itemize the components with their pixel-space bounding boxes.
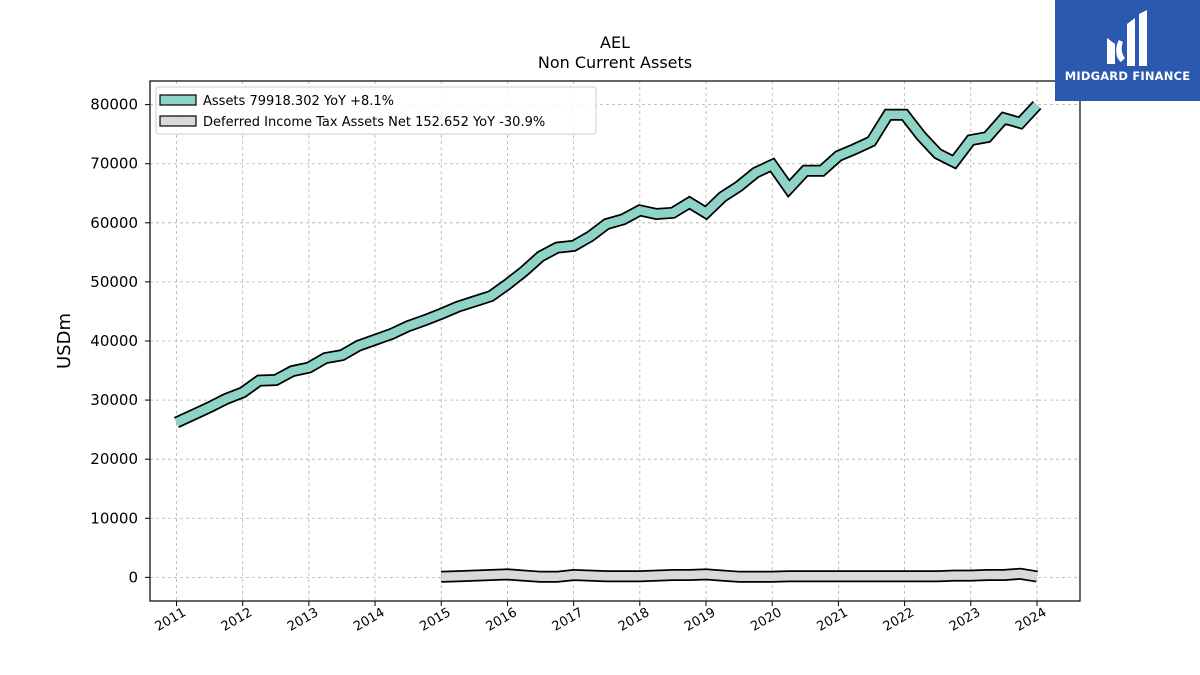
x-tick-label: 2021 bbox=[815, 605, 851, 635]
x-tick-label: 2018 bbox=[616, 605, 652, 635]
x-tick-label: 2020 bbox=[748, 605, 784, 635]
y-tick-label: 30000 bbox=[90, 391, 138, 409]
y-tick-label: 20000 bbox=[90, 450, 138, 468]
legend-label-assets: Assets 79918.302 YoY +8.1% bbox=[203, 94, 394, 109]
legend-swatch-deferred-tax bbox=[159, 115, 197, 127]
x-tick-label: 2013 bbox=[285, 605, 321, 635]
x-tick-label: 2011 bbox=[153, 605, 189, 635]
x-tick-label: 2012 bbox=[219, 605, 255, 635]
axes: 0 10000 20000 30000 40000 50000 60000 70000 8000… bbox=[90, 96, 1049, 635]
chart-title: AEL bbox=[600, 33, 630, 52]
x-tick-label: 2019 bbox=[682, 605, 718, 635]
x-tick-label: 2023 bbox=[947, 605, 983, 635]
logo-mark-icon bbox=[1107, 10, 1147, 66]
legend-swatch-assets bbox=[159, 94, 197, 106]
chart-subtitle: Non Current Assets bbox=[537, 53, 693, 72]
x-tick-label: 2017 bbox=[550, 605, 586, 635]
x-tick-label: 2024 bbox=[1013, 605, 1049, 635]
midgard-finance-logo: MIDGARD FINANCE bbox=[1055, 0, 1200, 101]
legend: Assets 79918.302 YoY +8.1% Deferred Inco… bbox=[155, 86, 597, 135]
x-tick-label: 2014 bbox=[351, 605, 387, 635]
logo-text: MIDGARD FINANCE bbox=[1064, 69, 1191, 83]
y-tick-label: 80000 bbox=[90, 96, 138, 114]
legend-box bbox=[155, 86, 597, 135]
grid-lines bbox=[150, 81, 1080, 601]
series-line-assets bbox=[174, 102, 1041, 427]
y-tick-label: 50000 bbox=[90, 273, 138, 291]
series-line-deferred-tax bbox=[441, 569, 1038, 582]
y-tick-label: 70000 bbox=[90, 155, 138, 173]
y-axis-label: USDm bbox=[54, 313, 75, 369]
y-tick-label: 10000 bbox=[90, 509, 138, 527]
legend-label-deferred-tax: Deferred Income Tax Assets Net 152.652 Y… bbox=[203, 115, 545, 130]
series-lines bbox=[173, 101, 1042, 583]
x-tick-label: 2016 bbox=[484, 605, 520, 635]
x-tick-label: 2015 bbox=[417, 605, 453, 635]
y-tick-label: 60000 bbox=[90, 214, 138, 232]
series-outline-assets bbox=[173, 101, 1042, 428]
x-tick-label: 2022 bbox=[881, 605, 917, 635]
y-tick-label: 0 bbox=[128, 568, 138, 586]
y-tick-label: 40000 bbox=[90, 332, 138, 350]
